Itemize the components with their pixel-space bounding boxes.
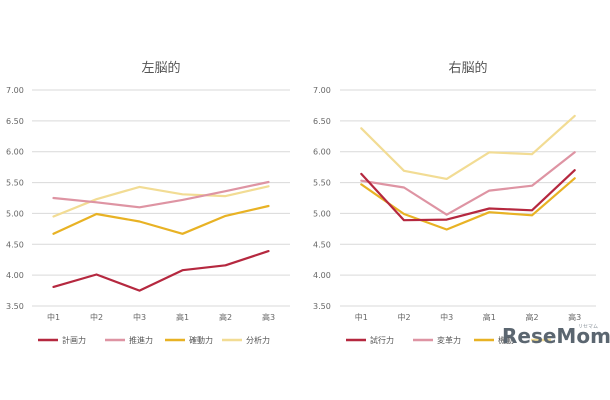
y-tick-label: 6.00: [6, 148, 24, 157]
legend-label: 機動: [498, 335, 514, 345]
x-tick-label: 高3: [568, 312, 581, 322]
series-line: [52, 204, 270, 235]
y-tick-label: 3.50: [6, 302, 24, 311]
x-tick-label: 高1: [483, 312, 496, 322]
y-tick-label: 5.50: [313, 179, 331, 188]
x-tick-label: 中2: [397, 312, 410, 322]
series-line: [360, 177, 576, 231]
y-tick-label: 7.00: [6, 86, 24, 95]
legend-label: 確動力: [189, 335, 213, 345]
series-line: [52, 250, 270, 292]
legend-label: 変革力: [437, 335, 461, 345]
y-tick-label: 7.00: [313, 86, 331, 95]
watermark-brand: ReseMom: [502, 324, 610, 348]
series-line: [52, 180, 270, 209]
y-tick-label: 4.00: [6, 271, 24, 280]
y-tick-label: 6.00: [313, 148, 331, 157]
legend-label: 計画力: [62, 335, 86, 345]
series-line: [360, 169, 576, 222]
y-tick-label: 6.50: [6, 117, 24, 126]
chart-left-brain: 左脳的 7.00 6.50 6.00 5.50 5.00 4.50 4.00 3.50 中1 中2 中…: [6, 60, 290, 345]
x-tick-label: 高2: [219, 312, 232, 322]
x-tick-label: 中1: [47, 312, 60, 322]
x-tick-label: 高2: [525, 312, 538, 322]
y-tick-label: 4.00: [313, 271, 331, 280]
series-line: [360, 114, 576, 180]
x-tick-label: 中3: [440, 312, 453, 322]
y-tick-label: 3.50: [313, 302, 331, 311]
y-tick-label: 4.50: [313, 240, 331, 249]
y-tick-label: 5.00: [313, 209, 331, 218]
resemom-watermark: ReseMom リセマム: [502, 324, 610, 348]
x-tick-label: 中2: [90, 312, 103, 322]
legend-label: 推進力: [129, 335, 153, 345]
y-tick-label: 4.50: [6, 240, 24, 249]
y-tick-label: 5.50: [6, 179, 24, 188]
x-tick-label: 中3: [133, 312, 146, 322]
chart-right-brain: 右脳的 7.00 6.50 6.00 5.50 5.00 4.50 4.00 3.50 中1 中2 中…: [313, 60, 596, 345]
watermark-sub: リセマム: [578, 324, 598, 330]
x-tick-label: 高1: [176, 312, 189, 322]
legend-label: 分析力: [246, 335, 270, 345]
legend-label: 試行力: [370, 335, 394, 345]
chart-title: 左脳的: [141, 60, 180, 76]
chart-title: 右脳的: [448, 60, 487, 76]
x-tick-label: 中1: [355, 312, 368, 322]
x-tick-label: 高3: [262, 312, 275, 322]
y-tick-label: 5.00: [6, 209, 24, 218]
y-tick-label: 6.50: [313, 117, 331, 126]
series-line: [360, 151, 576, 216]
